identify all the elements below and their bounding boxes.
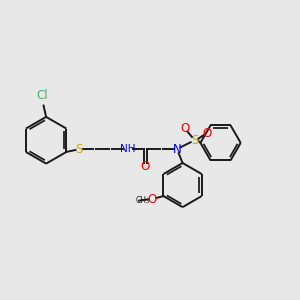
Text: O: O [148, 193, 157, 206]
Text: S: S [75, 143, 82, 156]
Text: O: O [202, 127, 212, 140]
Text: O: O [180, 122, 190, 135]
Text: O: O [141, 160, 150, 173]
Text: Cl: Cl [36, 89, 48, 102]
Text: CH₃: CH₃ [135, 196, 149, 205]
Text: N: N [173, 143, 182, 156]
Text: NH: NH [120, 144, 135, 154]
Text: S: S [191, 134, 198, 147]
